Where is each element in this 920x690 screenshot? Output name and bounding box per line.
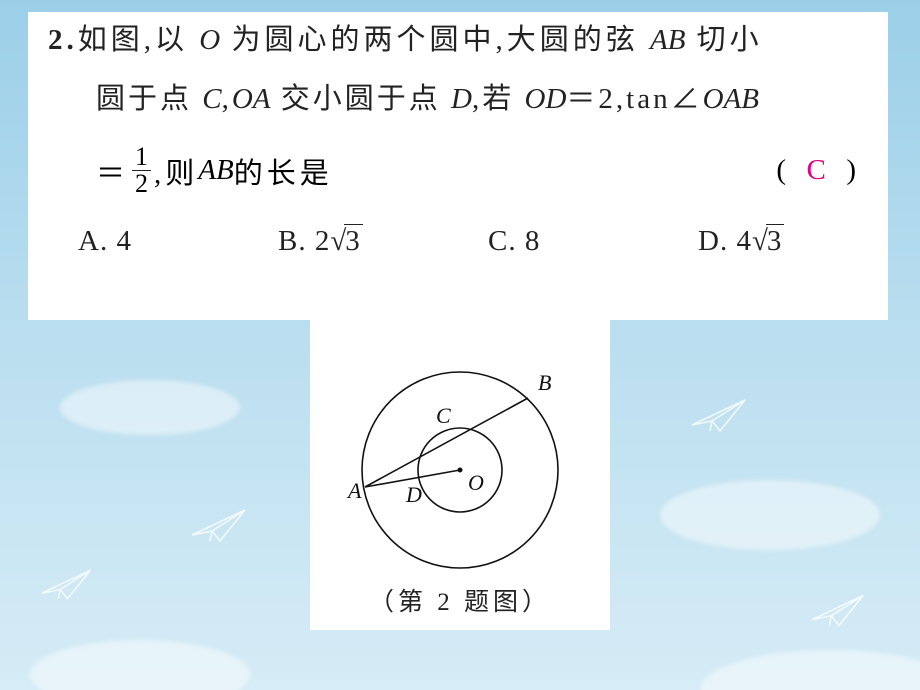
geometry-figure: A B C D O: [310, 320, 610, 580]
option-a: A. 4: [78, 225, 278, 258]
cloud: [30, 640, 250, 690]
cloud: [660, 480, 880, 550]
options-row: A. 4 B. 2√3 C. 8 D. 4√3: [48, 225, 858, 258]
paper-plane-icon: [690, 395, 750, 435]
answer-letter: C: [806, 154, 827, 186]
problem-panel: 2.如图,以 O 为圆心的两个圆中,大圆的弦 AB 切小 圆于点 C,OA 交小…: [28, 12, 888, 320]
paper-plane-icon: [810, 590, 868, 630]
svg-text:A: A: [346, 478, 362, 503]
problem-line-1: 2.如图,以 O 为圆心的两个圆中,大圆的弦 AB 切小: [48, 26, 858, 55]
problem-line-2: 圆于点 C,OA 交小圆于点 D,若 OD＝2,tan∠OAB: [48, 85, 858, 114]
answer-paren: ( C ): [776, 154, 858, 187]
option-c: C. 8: [488, 225, 698, 258]
paper-plane-icon: [40, 565, 95, 603]
svg-text:D: D: [405, 482, 422, 507]
problem-line-3: ＝ 1 2 ,则 AB 的长是 ( C ): [48, 144, 858, 197]
option-b: B. 2√3: [278, 225, 488, 258]
svg-text:B: B: [538, 370, 551, 395]
cloud: [60, 380, 240, 435]
option-d: D. 4√3: [698, 225, 784, 258]
figure-caption: （第 2 题图）: [310, 582, 610, 618]
figure-panel: A B C D O （第 2 题图）: [310, 320, 610, 630]
svg-text:O: O: [468, 470, 484, 495]
cloud: [700, 650, 920, 690]
problem-number: 2.: [48, 24, 78, 56]
fraction: 1 2: [132, 144, 151, 197]
svg-text:C: C: [436, 403, 451, 428]
paper-plane-icon: [190, 505, 250, 545]
